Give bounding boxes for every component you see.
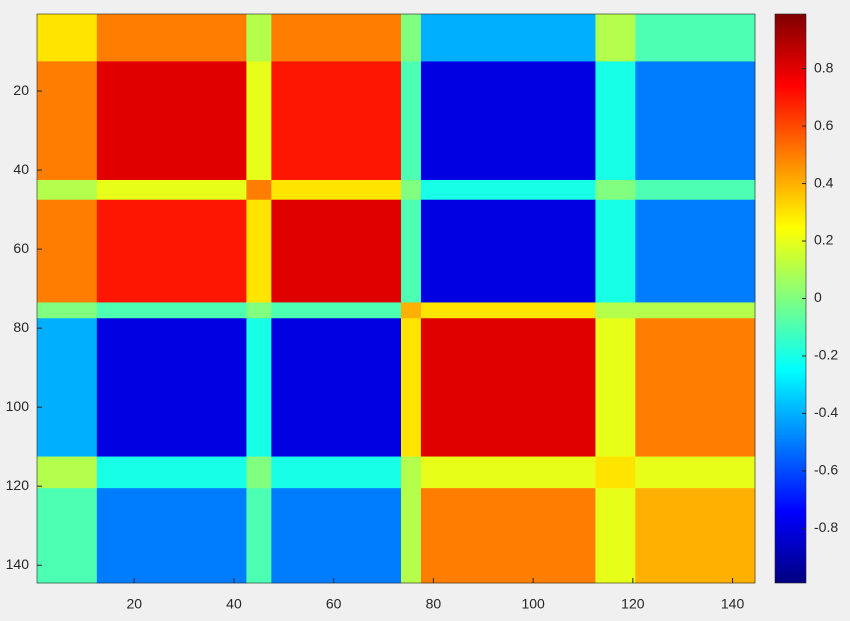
- colorbar-tick-label: -0.2: [814, 347, 838, 363]
- y-tick-label: 60: [13, 240, 29, 256]
- heatmap-cell: [400, 179, 422, 201]
- colorbar-tick-label: -0.8: [814, 519, 838, 535]
- heatmap-cell: [595, 61, 636, 181]
- heatmap-cell: [420, 61, 596, 181]
- plot-frame: [36, 13, 756, 584]
- heatmap-cell: [96, 488, 247, 584]
- heatmap-cell: [271, 179, 402, 201]
- colorbar-tick-label: 0.8: [814, 59, 834, 75]
- y-tick-label: 40: [13, 161, 29, 177]
- x-tick-label: 100: [521, 596, 545, 612]
- heatmap-cell: [96, 302, 247, 319]
- x-tick-label: 40: [226, 596, 242, 612]
- y-tick-label: 100: [6, 398, 30, 414]
- heatmap-cell: [400, 302, 422, 319]
- heatmap-cell: [595, 199, 636, 303]
- heatmap-cell: [595, 14, 636, 62]
- heatmap-cell: [595, 456, 636, 489]
- heatmap-cell: [271, 14, 402, 62]
- heatmap-cell: [420, 488, 596, 584]
- heatmap-cell: [595, 488, 636, 584]
- heatmap-cell: [271, 302, 402, 319]
- heatmap-cell: [400, 199, 422, 303]
- heatmap-cell: [37, 179, 98, 201]
- x-tick-label: 80: [426, 596, 442, 612]
- heatmap-cell: [595, 179, 636, 201]
- heatmap-cell: [271, 61, 402, 181]
- heatmap-cell: [420, 179, 596, 201]
- heatmap-cell: [635, 488, 756, 584]
- heatmap-cell: [246, 456, 272, 489]
- colorbar-tick-label: -0.6: [814, 462, 838, 478]
- heatmap-cell: [37, 199, 98, 303]
- colorbar-tick-label: 0.2: [814, 232, 834, 248]
- x-tick-label: 140: [721, 596, 745, 612]
- heatmap-cell: [400, 488, 422, 584]
- heatmap-cell: [420, 14, 596, 62]
- heatmap-cell: [271, 456, 402, 489]
- heatmap-cell: [37, 61, 98, 181]
- heatmap-cell: [37, 14, 98, 62]
- heatmap-cell: [635, 456, 756, 489]
- heatmap-cell: [37, 318, 98, 457]
- heatmap-cell: [96, 456, 247, 489]
- heatmap-cell: [246, 14, 272, 62]
- heatmap-cell: [400, 318, 422, 457]
- heatmap-cell: [96, 199, 247, 303]
- colorbar-tick-label: 0: [814, 289, 822, 305]
- heatmap-cell: [37, 302, 98, 319]
- y-tick-label: 140: [6, 556, 30, 572]
- colorbar-tick-label: 0.6: [814, 117, 834, 133]
- heatmap-cell: [246, 318, 272, 457]
- heatmap-cell: [246, 61, 272, 181]
- heatmap-cell: [635, 14, 756, 62]
- heatmap-cell: [96, 14, 247, 62]
- x-tick-label: 20: [126, 596, 142, 612]
- heatmap-cell: [595, 318, 636, 457]
- colorbar: [774, 13, 807, 584]
- heatmap-cell: [96, 318, 247, 457]
- x-tick-label: 120: [621, 596, 645, 612]
- heatmap-cell: [595, 302, 636, 319]
- heatmap-cell: [271, 318, 402, 457]
- heatmap-cell: [271, 199, 402, 303]
- heatmap-cell: [37, 488, 98, 584]
- x-tick-label: 60: [326, 596, 342, 612]
- heatmap-cell: [246, 488, 272, 584]
- heatmap-cell: [635, 302, 756, 319]
- heatmap-cell: [400, 456, 422, 489]
- heatmap-cell: [37, 456, 98, 489]
- heatmap-cell: [271, 488, 402, 584]
- heatmap-cell: [420, 199, 596, 303]
- heatmap-cell: [246, 199, 272, 303]
- heatmap-cell: [96, 179, 247, 201]
- heatmap-cell: [246, 179, 272, 201]
- y-tick-label: 120: [6, 477, 30, 493]
- heatmap-cell: [246, 302, 272, 319]
- heatmap-cell: [420, 318, 596, 457]
- heatmap-cell: [635, 61, 756, 181]
- heatmap-cell: [400, 61, 422, 181]
- heatmap-cell: [420, 302, 596, 319]
- y-tick-label: 20: [13, 82, 29, 98]
- heatmap-cell: [635, 318, 756, 457]
- heatmap-cell: [635, 179, 756, 201]
- colorbar-tick-label: 0.4: [814, 174, 834, 190]
- colorbar-tick-label: -0.4: [814, 404, 838, 420]
- heatmap-cell: [96, 61, 247, 181]
- heatmap-cell: [635, 199, 756, 303]
- heatmap-cell: [420, 456, 596, 489]
- y-tick-label: 80: [13, 319, 29, 335]
- heatmap-cell: [400, 14, 422, 62]
